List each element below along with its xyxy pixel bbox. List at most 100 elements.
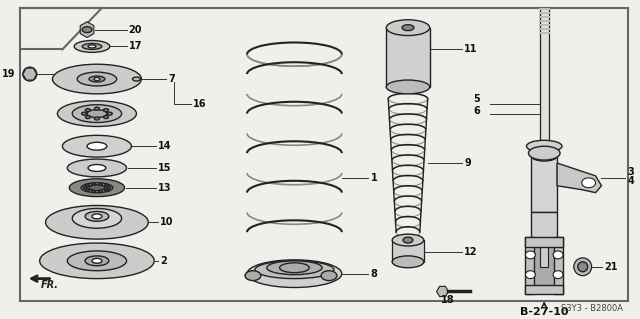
Ellipse shape	[85, 184, 90, 187]
Ellipse shape	[132, 77, 140, 81]
Ellipse shape	[40, 243, 154, 278]
Text: 9: 9	[464, 158, 471, 168]
Ellipse shape	[92, 258, 102, 263]
Ellipse shape	[582, 178, 596, 188]
Ellipse shape	[77, 72, 116, 86]
Ellipse shape	[104, 115, 109, 119]
Ellipse shape	[23, 67, 36, 81]
Ellipse shape	[52, 64, 141, 94]
Ellipse shape	[387, 20, 429, 35]
Bar	[540, 20, 550, 22]
Ellipse shape	[89, 185, 105, 191]
Text: 7: 7	[168, 74, 175, 84]
Ellipse shape	[92, 190, 95, 193]
Ellipse shape	[88, 45, 96, 48]
Text: FR.: FR.	[40, 280, 58, 291]
Bar	[531, 156, 557, 212]
Bar	[540, 8, 550, 10]
Ellipse shape	[72, 105, 122, 122]
Text: 2: 2	[160, 256, 167, 266]
Bar	[525, 237, 534, 294]
Ellipse shape	[85, 109, 90, 112]
Ellipse shape	[45, 205, 148, 239]
Text: 3: 3	[627, 167, 634, 177]
Bar	[525, 237, 563, 247]
Ellipse shape	[87, 110, 107, 118]
Ellipse shape	[104, 109, 109, 112]
Text: 1: 1	[371, 173, 377, 183]
Bar	[540, 8, 549, 153]
Ellipse shape	[104, 189, 109, 191]
Ellipse shape	[85, 211, 109, 221]
Ellipse shape	[67, 159, 127, 177]
Text: B-27-10: B-27-10	[520, 307, 568, 317]
Ellipse shape	[267, 261, 322, 275]
Ellipse shape	[392, 234, 424, 246]
Text: 18: 18	[441, 295, 454, 305]
Text: 5: 5	[473, 94, 480, 104]
Ellipse shape	[402, 25, 414, 31]
Ellipse shape	[108, 112, 112, 115]
Ellipse shape	[574, 258, 591, 276]
Bar	[540, 32, 550, 33]
Bar	[540, 12, 550, 14]
Ellipse shape	[280, 263, 309, 273]
Text: 15: 15	[158, 163, 172, 173]
Text: 17: 17	[129, 41, 142, 51]
Ellipse shape	[87, 142, 107, 150]
Ellipse shape	[99, 190, 102, 193]
Ellipse shape	[525, 271, 535, 278]
Bar	[540, 242, 548, 267]
Text: 6: 6	[473, 106, 480, 116]
Text: 14: 14	[158, 141, 172, 151]
Ellipse shape	[92, 183, 95, 185]
Ellipse shape	[104, 184, 109, 187]
Bar	[525, 285, 563, 294]
Ellipse shape	[72, 208, 122, 228]
Ellipse shape	[85, 115, 90, 119]
Ellipse shape	[392, 256, 424, 268]
Ellipse shape	[62, 135, 131, 157]
Text: 12: 12	[464, 247, 477, 257]
Bar	[387, 28, 429, 87]
Ellipse shape	[69, 179, 125, 197]
Ellipse shape	[531, 151, 557, 161]
Text: 4: 4	[627, 176, 634, 186]
Bar	[531, 212, 557, 267]
Text: 19: 19	[1, 69, 15, 79]
Ellipse shape	[83, 187, 87, 189]
Ellipse shape	[245, 271, 261, 281]
Text: 20: 20	[129, 25, 142, 35]
Text: 10: 10	[160, 217, 173, 227]
Bar	[540, 28, 550, 30]
Text: S3Y3 - B2800A: S3Y3 - B2800A	[561, 304, 623, 313]
Bar	[540, 24, 550, 26]
Ellipse shape	[95, 107, 99, 110]
Ellipse shape	[82, 43, 102, 49]
Text: 21: 21	[604, 262, 618, 272]
Ellipse shape	[321, 271, 337, 281]
Ellipse shape	[553, 251, 563, 259]
Ellipse shape	[99, 183, 102, 185]
Ellipse shape	[553, 271, 563, 278]
Ellipse shape	[89, 76, 105, 82]
Ellipse shape	[387, 80, 429, 94]
Text: 13: 13	[158, 183, 172, 193]
Ellipse shape	[95, 117, 99, 120]
Ellipse shape	[82, 112, 86, 115]
Ellipse shape	[107, 187, 111, 189]
Ellipse shape	[403, 237, 413, 243]
Text: 16: 16	[193, 99, 206, 109]
Ellipse shape	[74, 41, 110, 52]
Bar	[392, 240, 424, 262]
Ellipse shape	[578, 262, 588, 272]
Ellipse shape	[94, 78, 100, 80]
Ellipse shape	[255, 261, 334, 278]
Ellipse shape	[85, 256, 109, 266]
Bar	[554, 237, 563, 294]
Ellipse shape	[527, 140, 562, 152]
Bar	[540, 16, 550, 18]
Ellipse shape	[525, 251, 535, 259]
Polygon shape	[557, 163, 602, 193]
Ellipse shape	[88, 165, 106, 171]
